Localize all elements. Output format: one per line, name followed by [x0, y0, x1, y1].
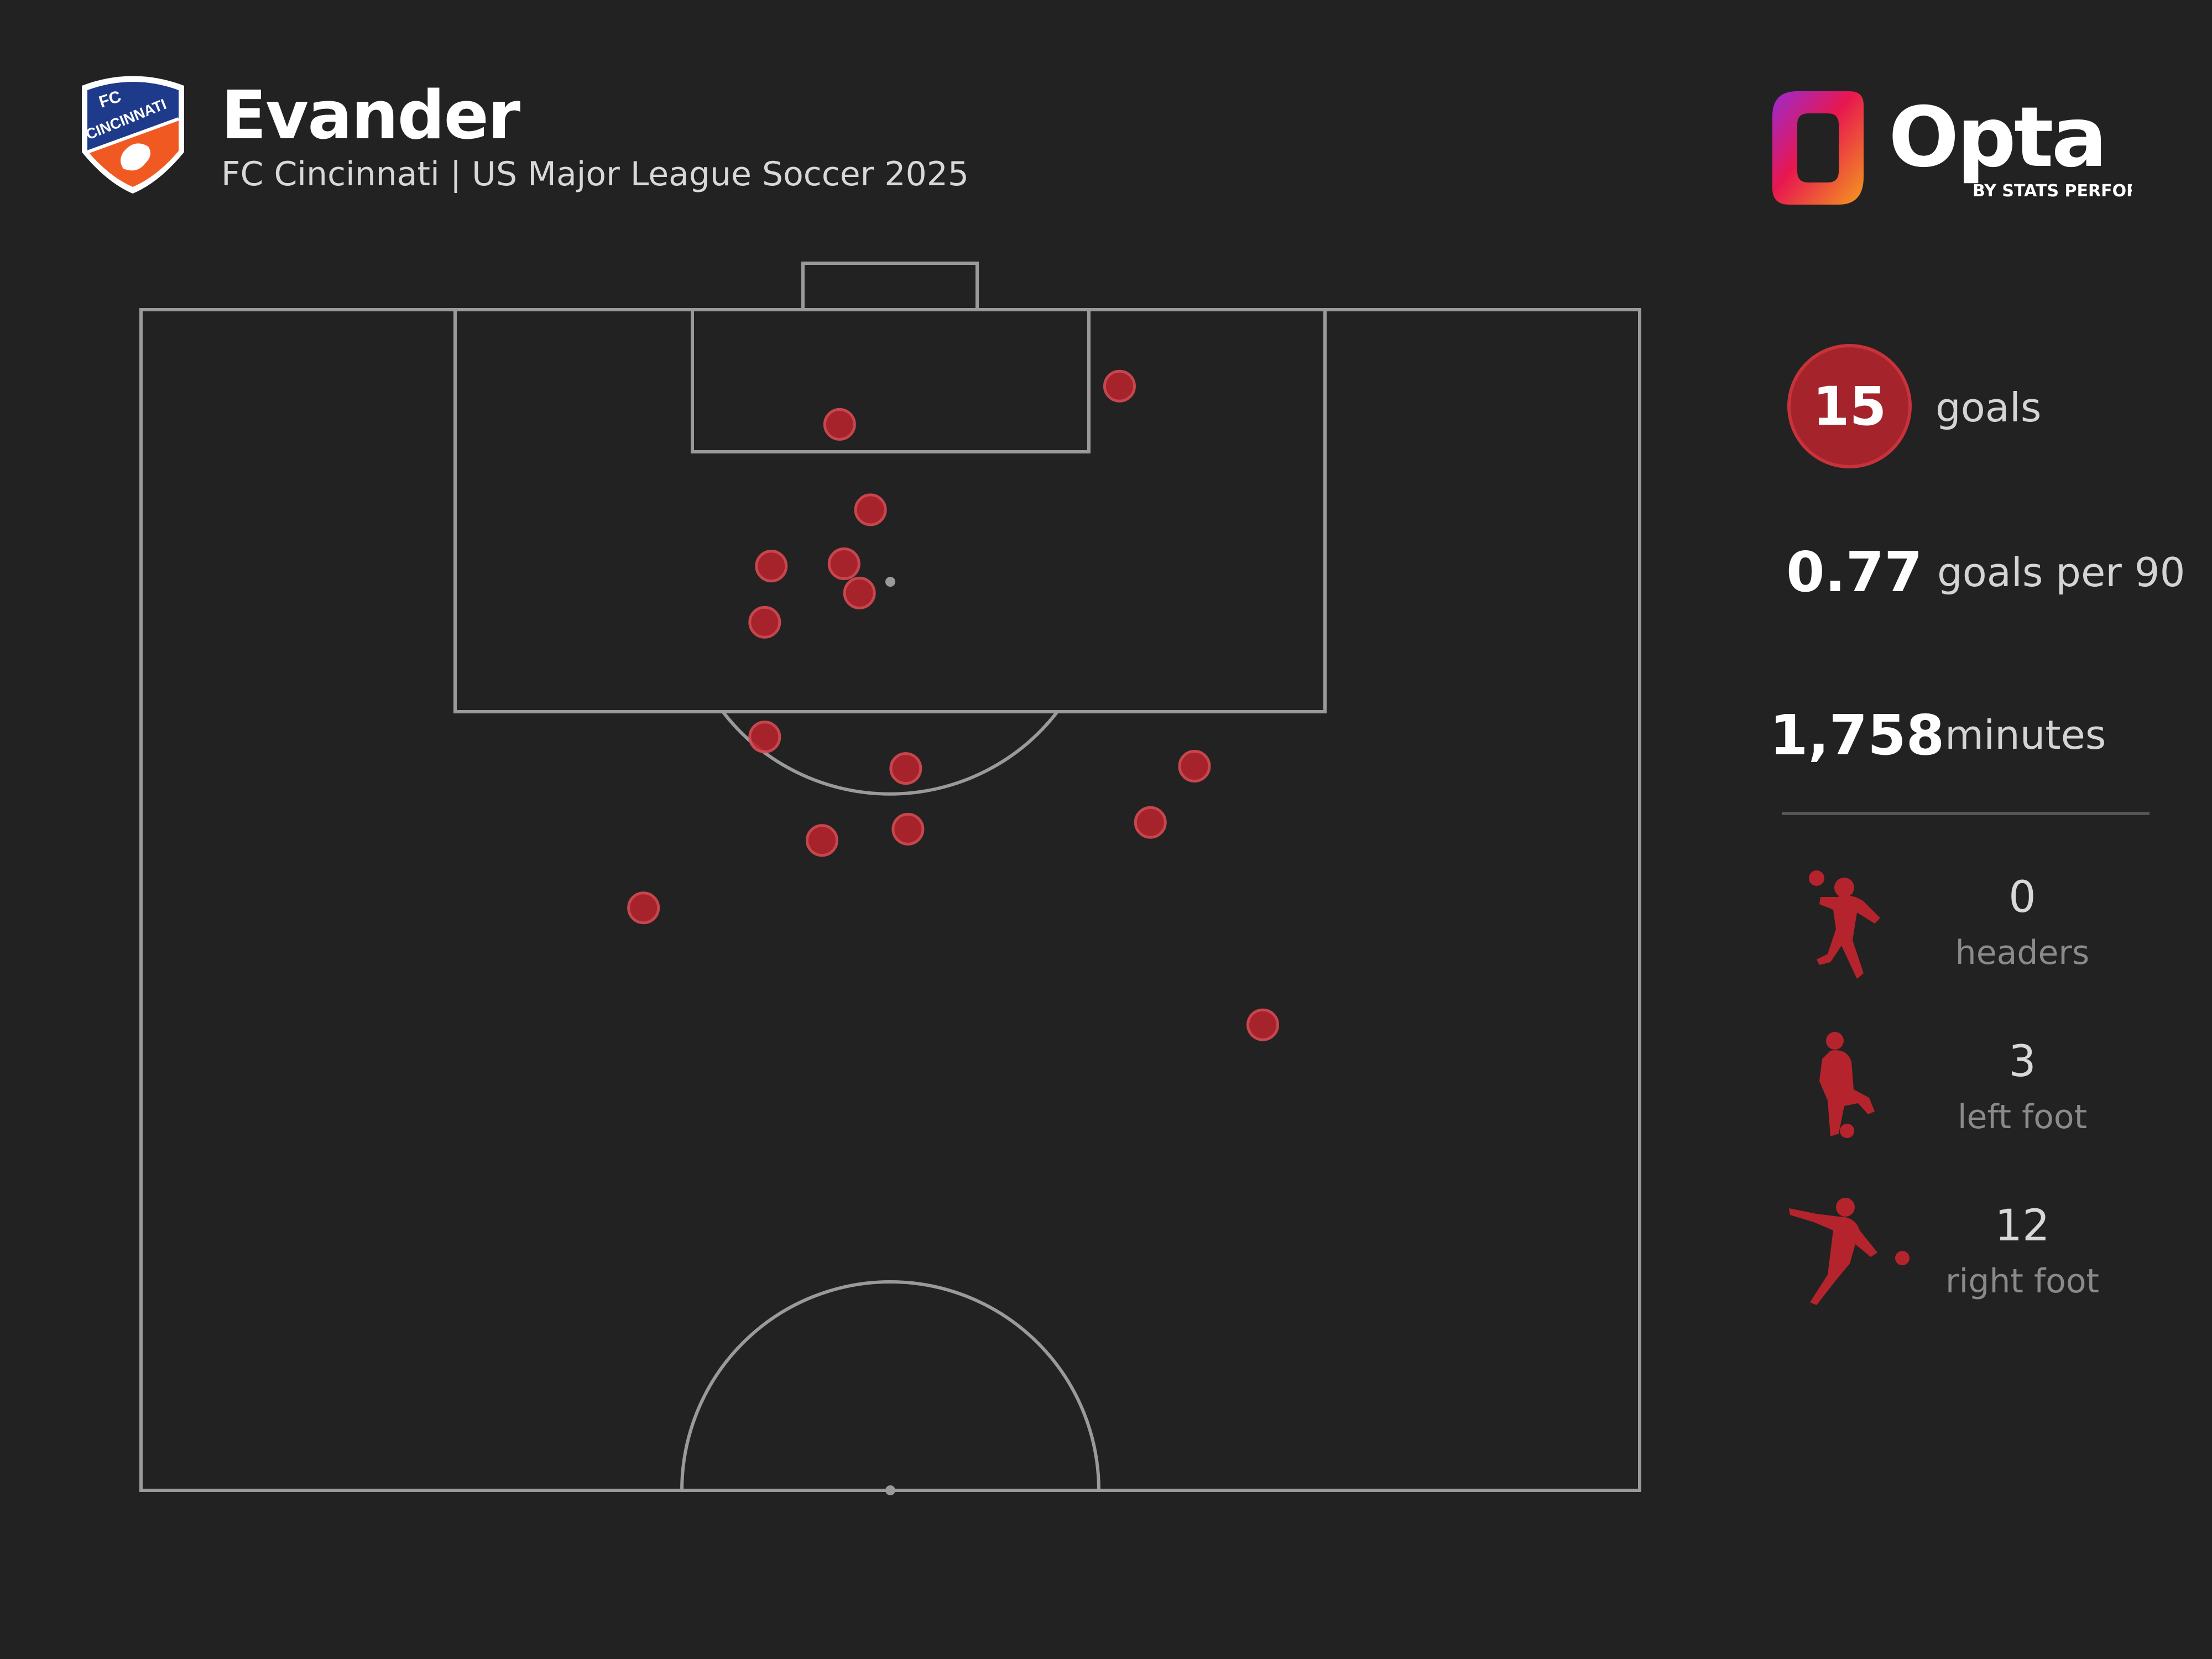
player-name: Evander	[221, 77, 520, 154]
left-foot-player-icon	[1819, 1032, 1875, 1138]
goal-marker-15	[1246, 1008, 1280, 1041]
right-foot-player-icon	[1789, 1198, 1910, 1305]
goal-marker-6	[843, 576, 876, 609]
club-crest-logo: FC CINCINNATI	[82, 76, 184, 194]
goals-per-90-value: 0.77	[1786, 540, 1923, 604]
right-foot-label: right foot	[1945, 1262, 2100, 1301]
pitch-half-outline	[139, 308, 1641, 1492]
center-circle-arc	[680, 1280, 1100, 1491]
stats-divider	[1782, 812, 2150, 815]
goal-marker-5	[827, 547, 860, 581]
penalty-spot	[885, 577, 895, 587]
left-foot-count: 3	[2008, 1037, 2036, 1087]
opta-tagline: BY STATS PERFORM	[1973, 181, 2132, 201]
goal-marker-11	[1134, 806, 1167, 839]
goal-marker-13	[805, 824, 838, 857]
goal-markers	[627, 369, 1280, 1041]
headers-label: headers	[1955, 933, 2090, 972]
minutes-label: minutes	[1945, 712, 2106, 758]
header-player-icon	[1809, 870, 1880, 979]
goals-label: goals	[1936, 384, 2042, 431]
goal-marker-7	[748, 606, 781, 639]
center-spot	[885, 1485, 895, 1495]
goal-marker-3	[854, 493, 887, 526]
goal-marker-8	[748, 721, 781, 754]
goal-marker-12	[891, 812, 925, 846]
opta-logo: Opta BY STATS PERFORM	[1772, 90, 2132, 205]
penalty-box	[453, 308, 1327, 713]
goal-marker-2	[823, 408, 856, 441]
right-foot-count: 12	[1995, 1201, 2050, 1251]
opta-wordmark: Opta	[1888, 90, 2105, 186]
goal-marker-10	[1178, 750, 1211, 783]
goal-marker-14	[627, 891, 660, 925]
left-foot-label: left foot	[1957, 1098, 2088, 1136]
minutes-value: 1,758	[1770, 703, 1945, 768]
goal-marker-4	[755, 550, 788, 583]
six-yard-box	[691, 308, 1091, 453]
subtitle: FC Cincinnati | US Major League Soccer 2…	[221, 155, 969, 194]
goal-marker-1	[1103, 369, 1136, 403]
goal-frame	[801, 262, 979, 311]
goal-marker-9	[889, 752, 922, 785]
headers-count: 0	[2008, 873, 2036, 922]
goals-count-badge: 15	[1787, 344, 1912, 468]
goals-per-90-label: goals per 90	[1937, 549, 2185, 596]
pitch-chart	[139, 262, 1641, 1495]
